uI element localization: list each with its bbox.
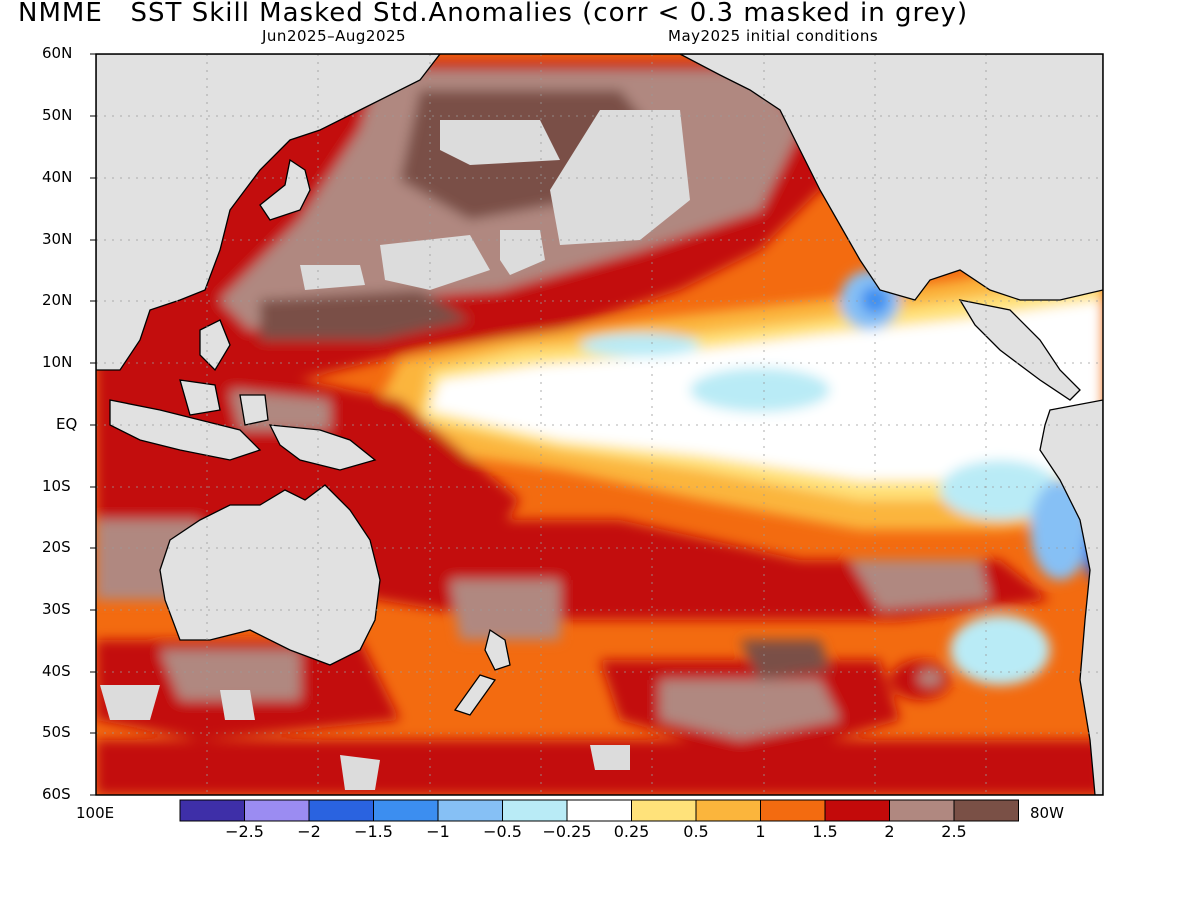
colorbar-swatch	[179, 799, 245, 822]
colorbar-tick-label: −0.25	[542, 822, 592, 841]
colorbar-swatch	[889, 799, 955, 822]
colorbar-swatch	[502, 799, 568, 822]
lat-label-10s: 10S	[42, 477, 71, 495]
colorbar-tick-label: 1.5	[812, 822, 838, 841]
colorbar-swatch	[953, 799, 1019, 822]
colorbar-swatch	[373, 799, 439, 822]
colorbar-swatch	[695, 799, 761, 822]
colorbar-swatch	[437, 799, 503, 822]
colorbar-tick-label: 1	[755, 822, 766, 841]
lat-label-60n: 60N	[42, 44, 73, 62]
map-title: NMME SST Skill Masked Std.Anomalies (cor…	[18, 0, 969, 28]
colorbar-tick-label: −1.5	[354, 822, 393, 841]
colorbar	[179, 799, 1019, 822]
colorbar-tick-label: 2	[884, 822, 895, 841]
lon-label-west: 100E	[76, 804, 115, 822]
colorbar-tick-label: −2	[297, 822, 321, 841]
colorbar-swatch	[760, 799, 826, 822]
graticule	[96, 54, 1103, 795]
lat-label-40n: 40N	[42, 168, 73, 186]
colorbar-swatch	[631, 799, 697, 822]
lat-label-40s: 40S	[42, 662, 71, 680]
lat-label-50s: 50S	[42, 723, 71, 741]
lat-label-20s: 20S	[42, 538, 71, 556]
lat-label-30s: 30S	[42, 600, 71, 618]
lat-label-eq: EQ	[56, 415, 78, 433]
colorbar-swatch	[566, 799, 632, 822]
anomaly-field	[96, 54, 1103, 795]
colorbar-tick-label: −2.5	[225, 822, 264, 841]
colorbar-tick-label: 0.25	[613, 822, 650, 841]
colorbar-swatch	[824, 799, 890, 822]
land	[96, 54, 1103, 795]
lat-label-10n: 10N	[42, 353, 73, 371]
lon-label-east: 80W	[1030, 804, 1064, 822]
colorbar-tick-label: −0.5	[483, 822, 522, 841]
colorbar-tick-label: 0.5	[683, 822, 709, 841]
low-skill-mask	[100, 57, 1060, 790]
colorbar-tick-label: 2.5	[941, 822, 967, 841]
colorbar-tick-label: −1	[426, 822, 450, 841]
lat-label-20n: 20N	[42, 291, 73, 309]
forecast-period: Jun2025–Aug2025	[262, 27, 407, 45]
lat-label-50n: 50N	[42, 106, 73, 124]
initial-conditions: May2025 initial conditions	[668, 27, 879, 45]
lat-label-30n: 30N	[42, 230, 73, 248]
colorbar-swatch	[244, 799, 310, 822]
lat-label-60s: 60S	[42, 785, 71, 803]
lat-ticks	[90, 53, 96, 796]
colorbar-swatch	[308, 799, 374, 822]
